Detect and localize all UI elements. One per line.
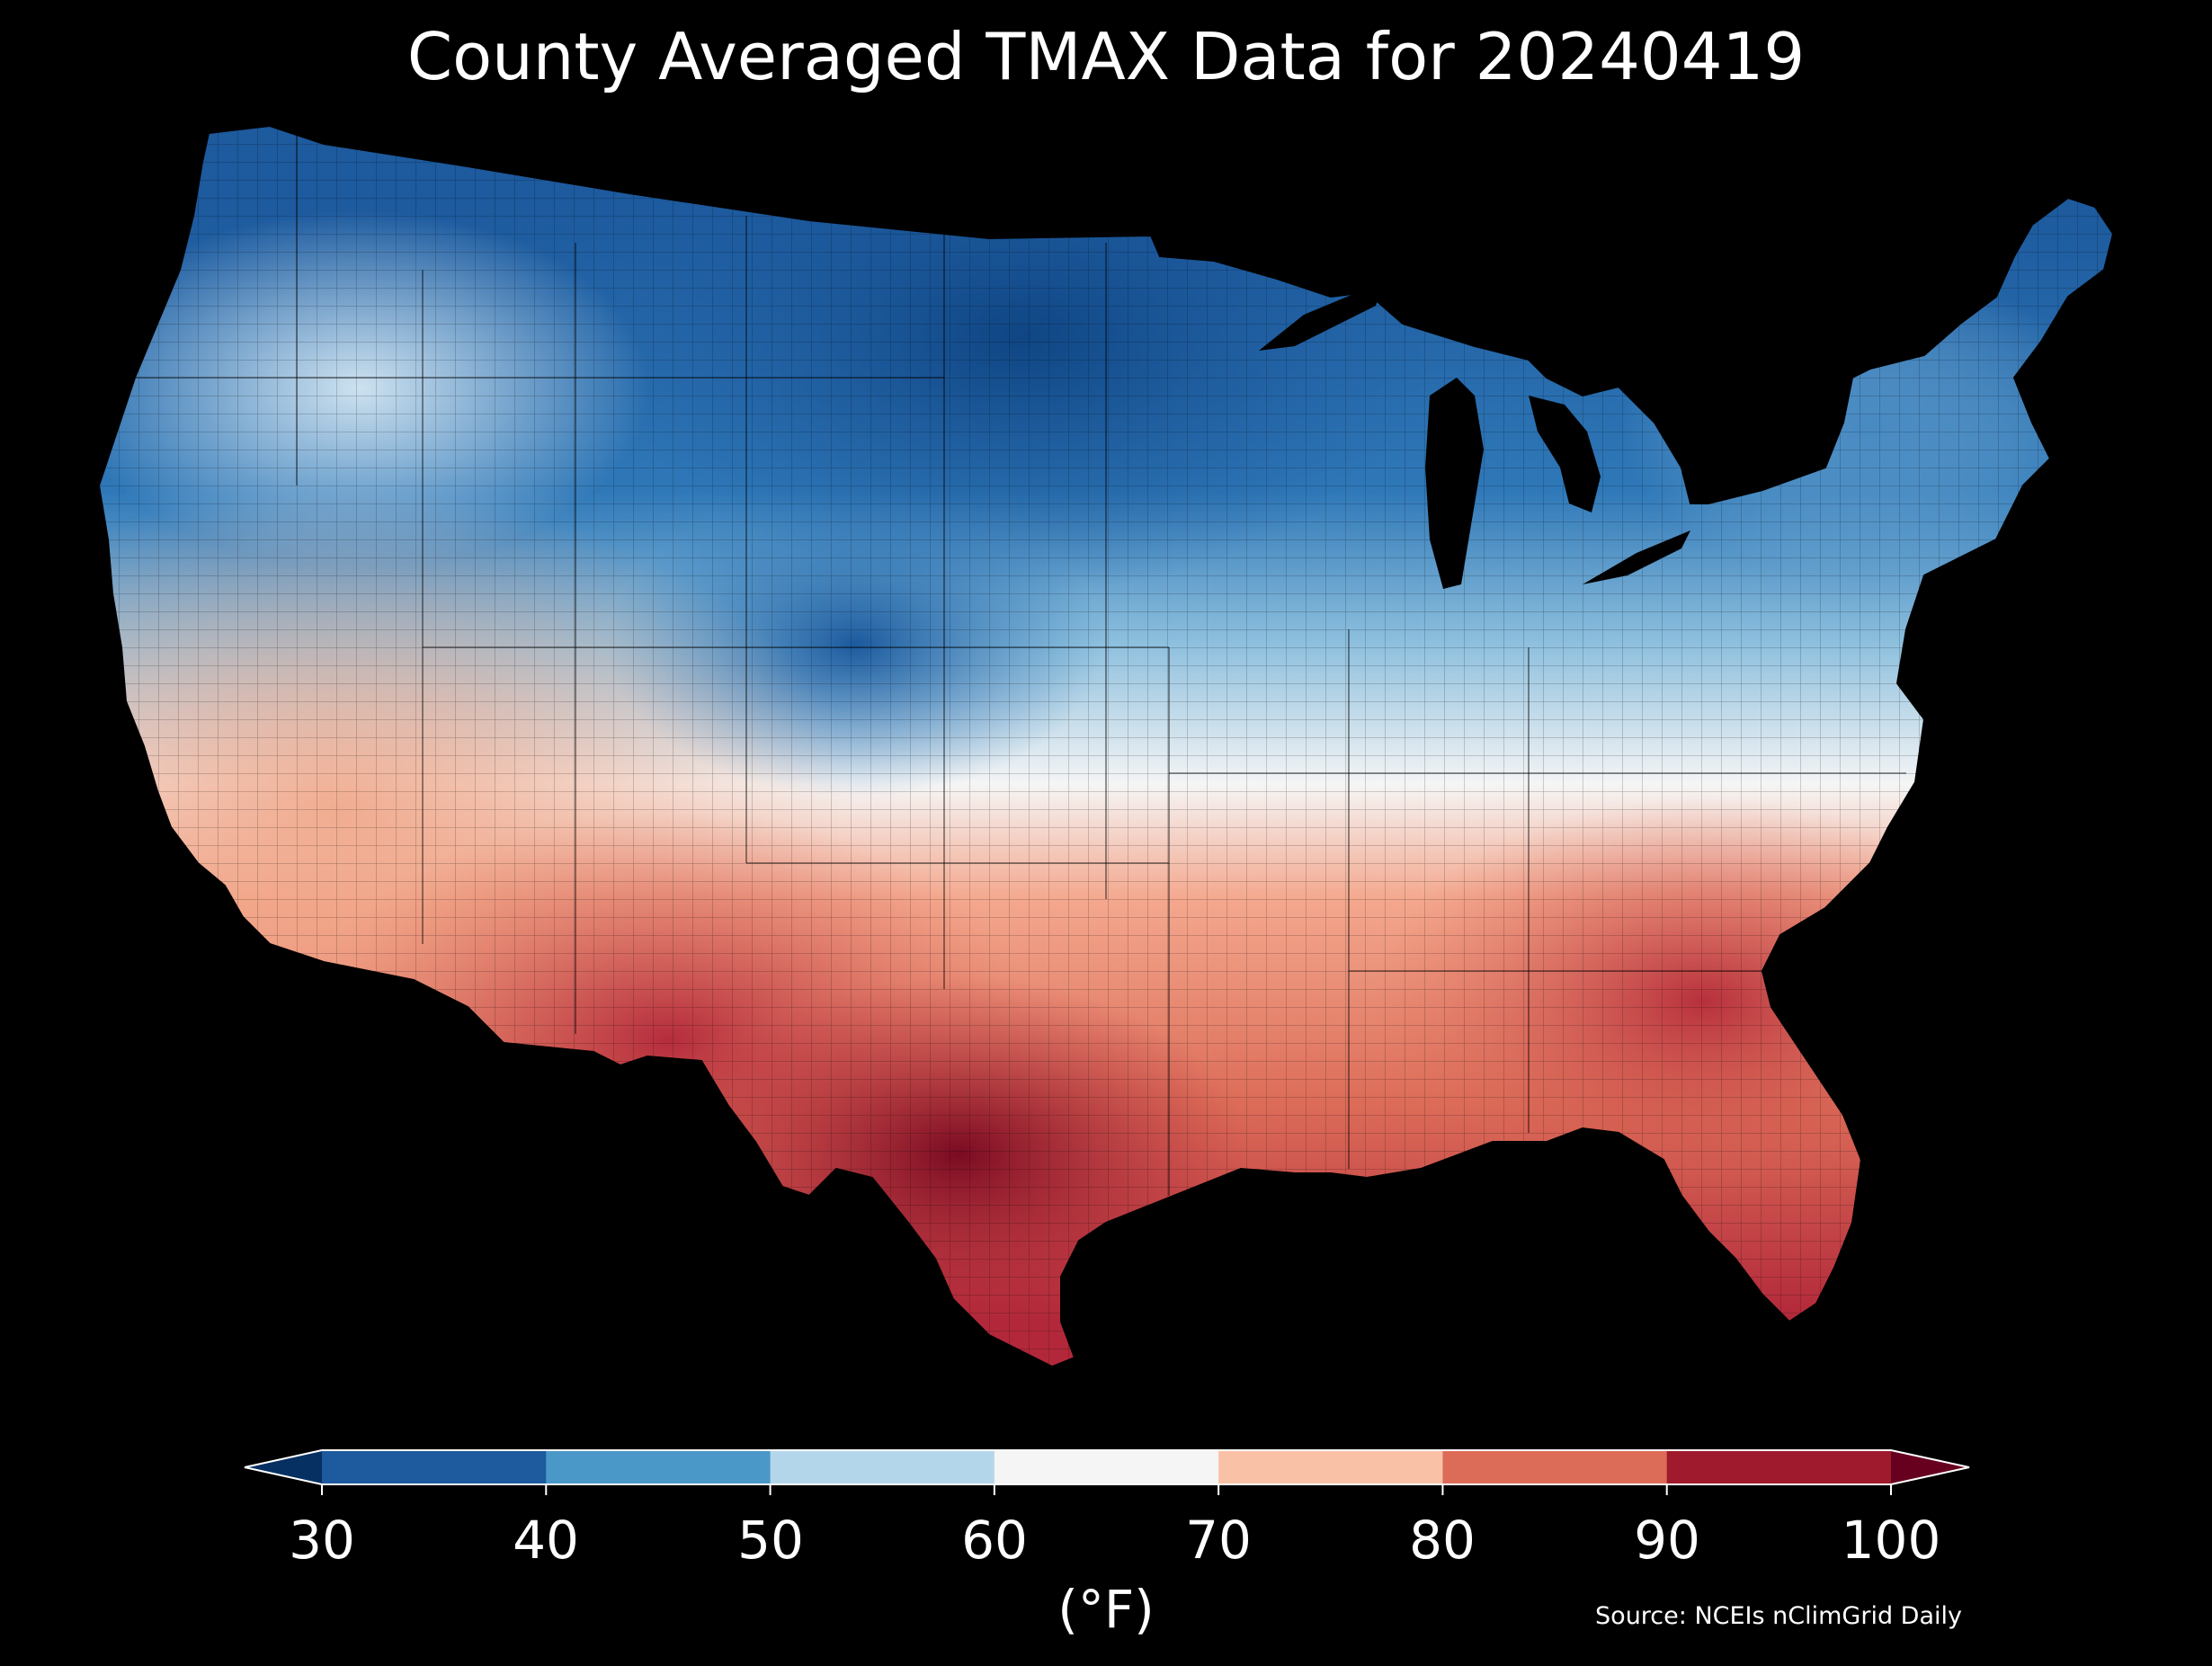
- source-note: Source: NCEIs nClimGrid Daily: [1595, 1602, 1962, 1630]
- colorbar-bin: [1666, 1450, 1892, 1484]
- colorbar-unit-label: (°F): [1057, 1579, 1155, 1640]
- colorbar-extend-low: [245, 1450, 322, 1484]
- colorbar-tick-50: 50: [737, 1510, 804, 1571]
- contiguous-us-shape: [99, 126, 2113, 1367]
- lake-erie: [1583, 530, 1690, 584]
- colorbar-tick-90: 90: [1634, 1510, 1700, 1571]
- great-lakes: [1259, 279, 1690, 589]
- lake-michigan: [1425, 378, 1484, 589]
- colorbar-bin: [770, 1450, 995, 1484]
- colorbar-tick-30: 30: [289, 1510, 355, 1571]
- us-outline: [97, 124, 2115, 1368]
- colorbar-tick-70: 70: [1185, 1510, 1252, 1571]
- colorbar-tick-40: 40: [513, 1510, 579, 1571]
- us-county-tmax-map: [97, 124, 2115, 1368]
- county-texture: [135, 126, 1906, 1196]
- colorbar-bin: [1218, 1450, 1443, 1484]
- colorbar-tick-100: 100: [1841, 1510, 1941, 1571]
- lake-huron: [1529, 396, 1601, 512]
- colorbar-bin: [546, 1450, 772, 1484]
- colorbar-extend-high: [1891, 1450, 1969, 1484]
- colorbar-bin: [1442, 1450, 1668, 1484]
- colorbar-tick-80: 80: [1409, 1510, 1476, 1571]
- colorbar-bin: [322, 1450, 547, 1484]
- colorbar-tick-60: 60: [961, 1510, 1028, 1571]
- colorbar: [244, 1449, 1970, 1495]
- map-title: County Averaged TMAX Data for 20240419: [406, 19, 1806, 94]
- lake-superior: [1259, 279, 1385, 351]
- colorbar-bin: [994, 1450, 1219, 1484]
